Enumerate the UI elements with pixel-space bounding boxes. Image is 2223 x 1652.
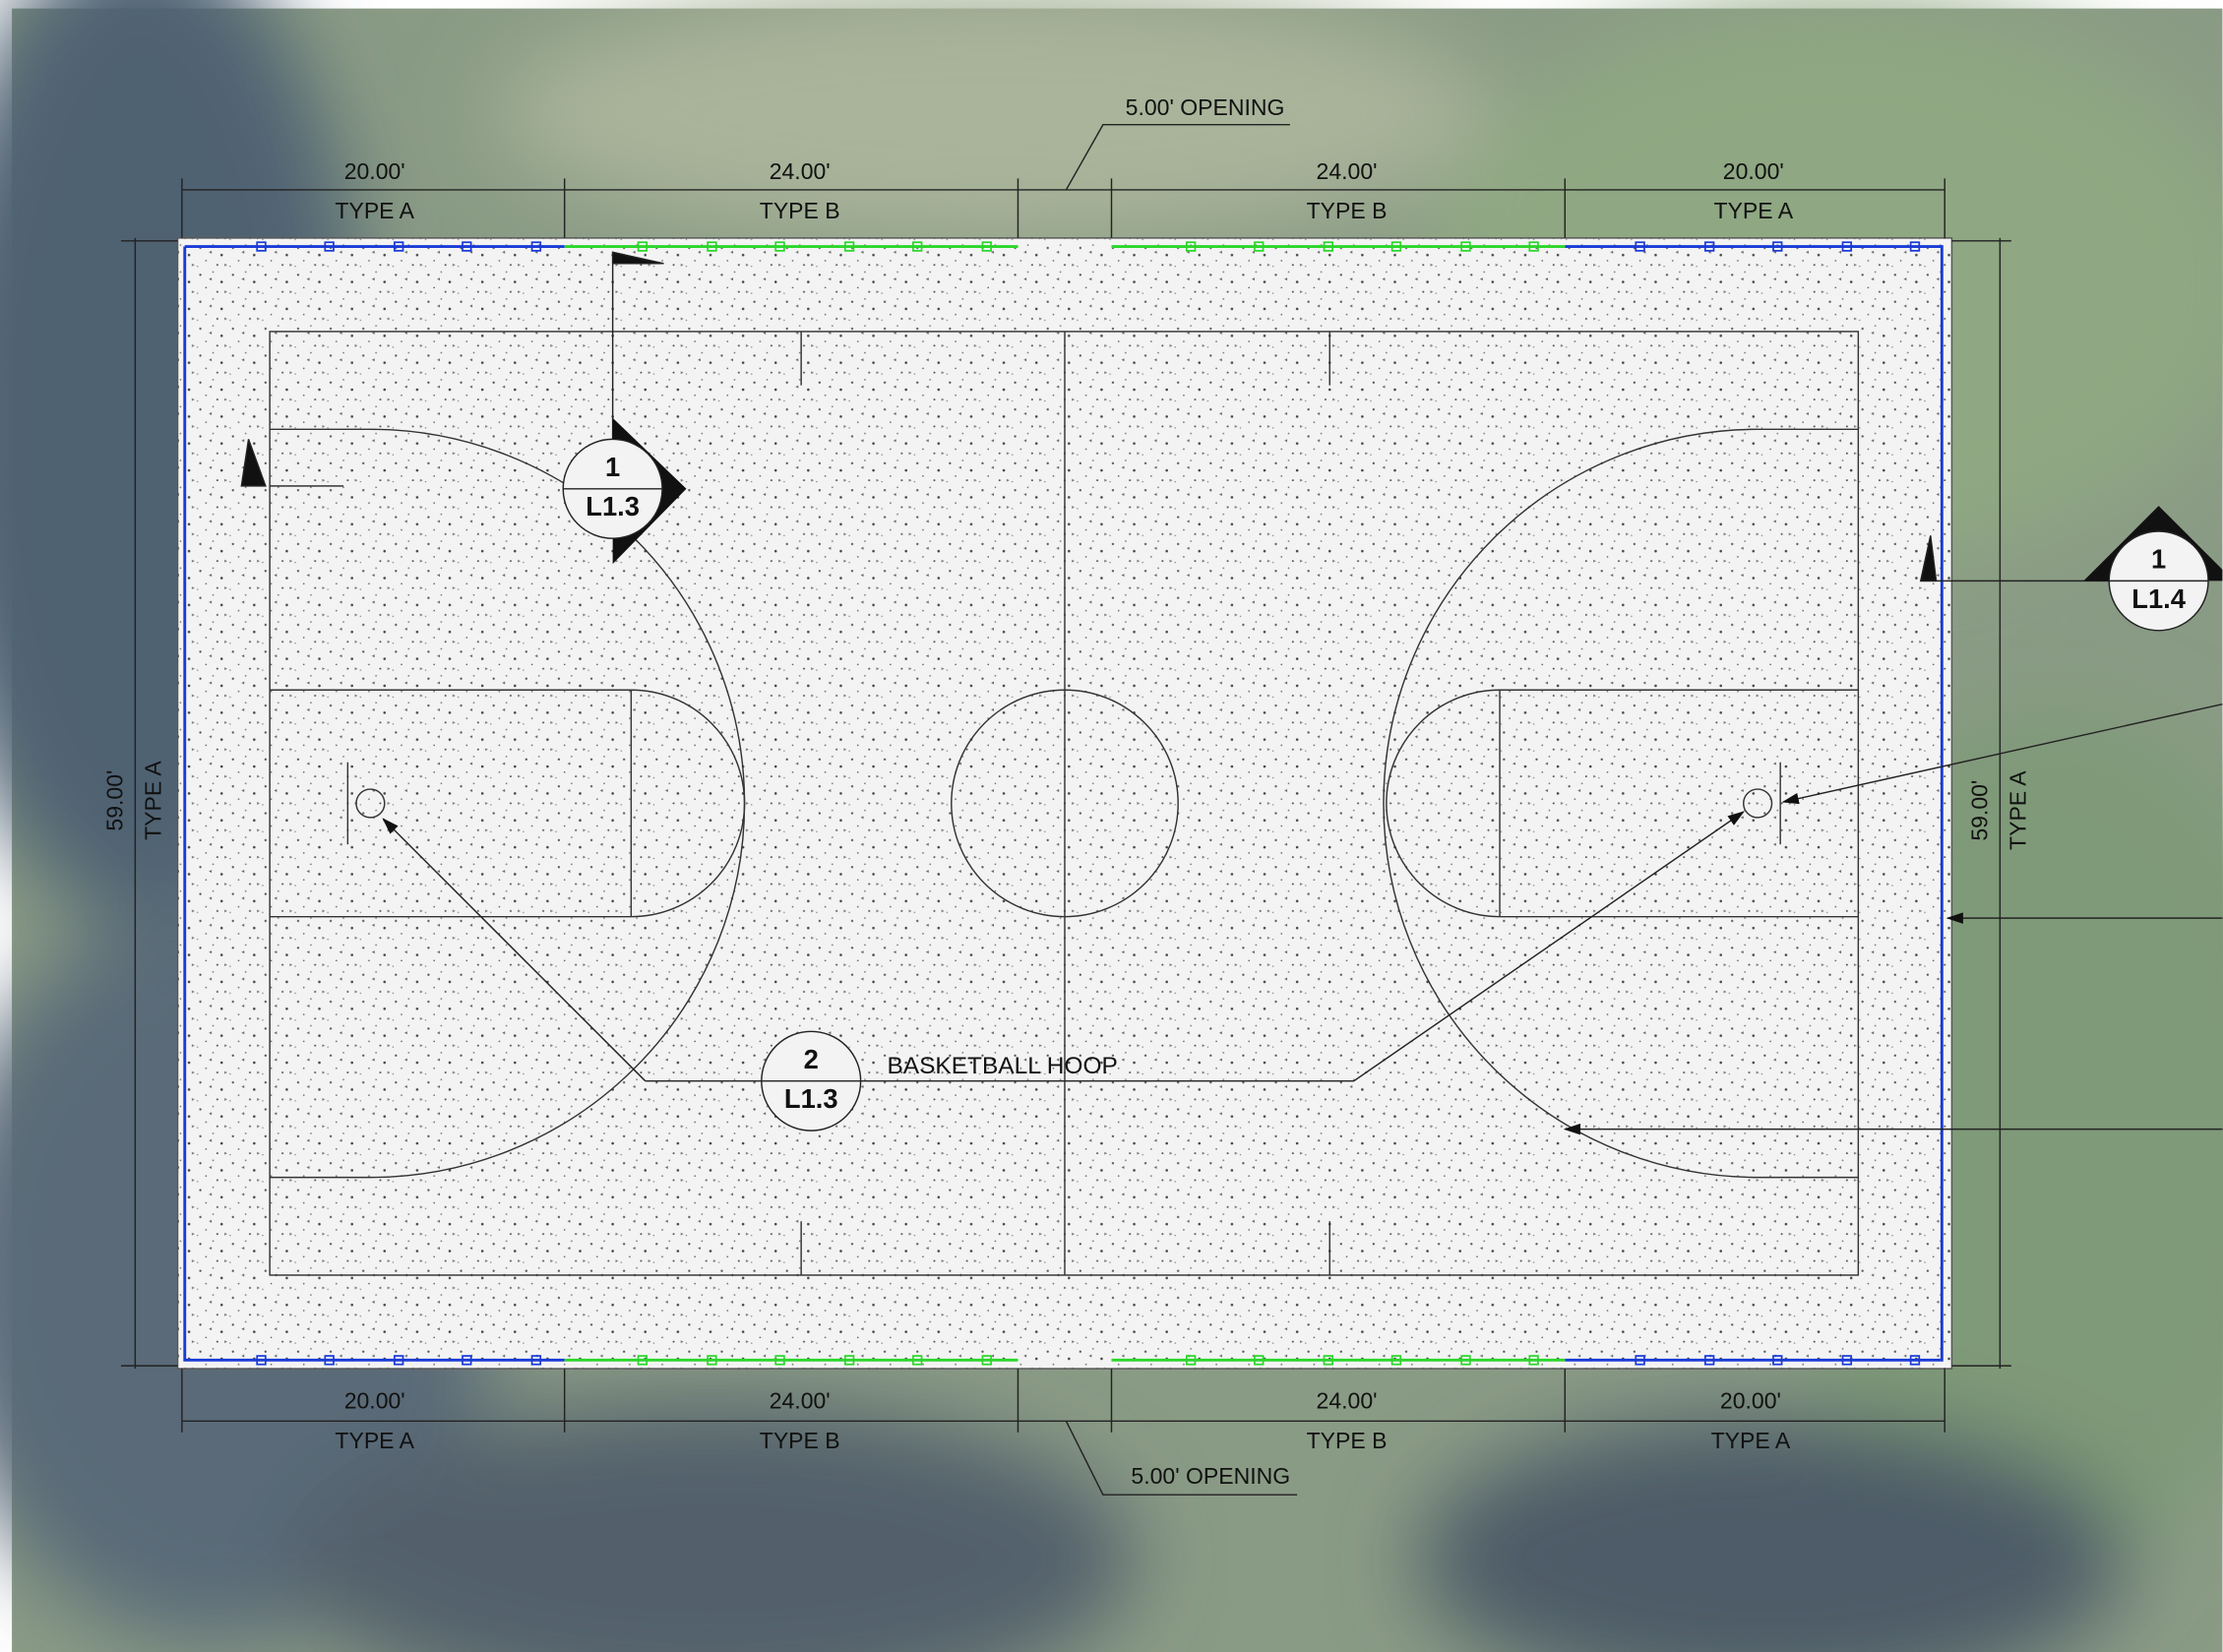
fence-type: TYPE B — [1307, 198, 1388, 223]
fence-type: TYPE A — [335, 198, 414, 223]
dimension-length: 20.00' — [344, 158, 405, 184]
dimension-length: 20.00' — [1723, 158, 1784, 184]
section-callout: 1 L1.4 — [2083, 506, 2223, 632]
fence-type: TYPE A — [335, 1428, 414, 1453]
section-callout: 1 L1.3 — [562, 417, 687, 565]
dimension-length: 24.00' — [1317, 158, 1378, 184]
dimension-length: 59.00' — [1967, 780, 1993, 841]
opening-label: 5.00' OPENING — [1131, 1463, 1290, 1489]
fence-type: TYPE B — [760, 198, 840, 223]
fence-type: TYPE A — [1714, 198, 1794, 223]
fence-type: TYPE A — [1711, 1428, 1791, 1453]
leaders — [240, 251, 2223, 1135]
callout-number: 2 — [804, 1044, 819, 1074]
hoop-label: BASKETBALL HOOP — [887, 1053, 1117, 1079]
detail-callout: 2 L1.3 BASKETBALL HOOP — [761, 1030, 1118, 1132]
dimension-length: 20.00' — [1720, 1388, 1781, 1414]
dimension-length: 24.00' — [770, 158, 831, 184]
dimension-labels: 20.00' TYPE A 24.00' TYPE B 24.00' TYPE … — [102, 94, 2031, 1489]
opening-label: 5.00' OPENING — [1126, 94, 1285, 120]
dimension-length: 59.00' — [102, 770, 128, 831]
callout-sheet: L1.3 — [586, 491, 640, 521]
callout-number: 1 — [605, 452, 620, 482]
callout-number: 1 — [2151, 543, 2166, 574]
dimension-length: 24.00' — [770, 1388, 831, 1414]
callout-sheet: L1.4 — [2131, 583, 2187, 614]
callout-sheet: L1.3 — [784, 1083, 838, 1114]
fence-type: TYPE A — [141, 761, 166, 840]
fence-type: TYPE B — [760, 1428, 840, 1453]
dimension-length: 20.00' — [344, 1388, 405, 1414]
fence-type: TYPE B — [1307, 1428, 1388, 1453]
dimension-length: 24.00' — [1317, 1388, 1378, 1414]
fence — [183, 241, 1944, 1366]
court — [176, 237, 1953, 1370]
fence-type: TYPE A — [2006, 770, 2031, 850]
dimension-lines — [120, 123, 2011, 1496]
